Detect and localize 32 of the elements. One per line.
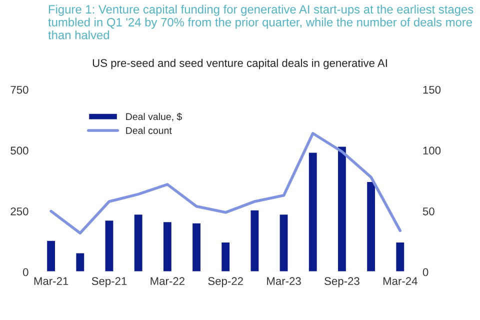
bar [220,241,231,272]
legend-label: Deal value, $ [126,112,182,122]
y-tick-label: 500 [10,146,28,155]
bar [336,145,348,272]
bar [191,222,202,272]
bar [278,213,290,272]
bar [366,180,376,272]
y-tick-label: 0 [22,268,28,276]
x-tick-label: Sep-23 [324,277,360,288]
y-tick-label: 750 [10,86,28,94]
x-tick-label: Sep-21 [92,277,127,288]
bar [162,220,173,272]
x-tick-label: Mar-21 [34,277,68,286]
y2-tick-label: 50 [422,207,434,216]
x-tick-label: Mar-23 [267,277,301,286]
x-tick-label: Sep-22 [208,277,243,288]
bar [394,241,406,272]
bar [46,239,56,272]
bar [308,151,318,272]
y2-tick-label: 150 [423,86,441,94]
y2-tick-label: 100 [423,146,441,155]
bar [132,213,144,272]
bar [104,219,115,272]
legend-label: Deal count [126,126,172,134]
x-tick-label: Mar-22 [150,277,184,286]
y2-tick-label: 0 [422,268,428,276]
chart-subtitle: US pre-seed and seed venture capital deals in generative AI [92,58,387,70]
x-tick-label: Mar-24 [383,277,418,286]
y-tick-label: 250 [10,207,28,216]
bar [249,209,260,272]
chart-title: Figure 1: Venture capital funding for generative AI start-ups at the earliest stages tumbled in Q1 '24 by 70% from the prior quarter, while the number of deals more than halved [48,4,474,40]
bar [74,252,86,272]
